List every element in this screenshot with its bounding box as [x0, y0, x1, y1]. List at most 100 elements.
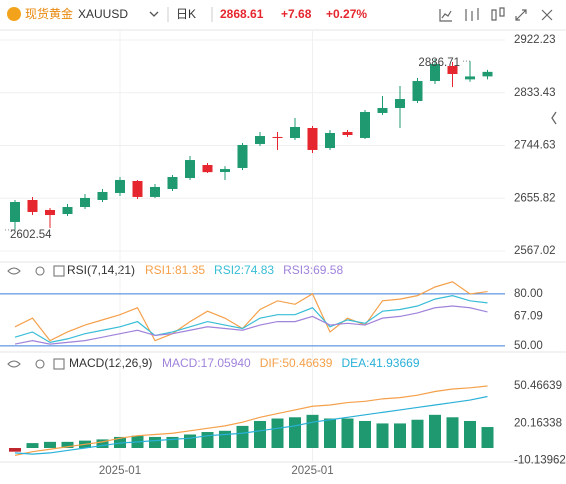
candle-body: [10, 202, 20, 222]
x-tick-label: 2025-01: [99, 465, 141, 477]
macd-bar: [359, 420, 371, 448]
macd-bar: [481, 427, 494, 448]
macd-bar: [114, 436, 126, 448]
candle-body: [185, 160, 195, 179]
candle-body: [27, 199, 38, 212]
macd-bar: [306, 414, 319, 448]
macd-title: MACD(12,26,9): [69, 356, 152, 370]
legend-entry: DIF:50.46639: [260, 356, 333, 370]
dropdown-chevron[interactable]: [149, 11, 159, 17]
macd-bar: [464, 420, 476, 448]
candle-type-button[interactable]: [491, 7, 505, 21]
visibility-toggle[interactable]: [7, 360, 21, 368]
y-tick-label: 2922.23: [514, 34, 556, 46]
macd-line: [14, 395, 488, 455]
macd-bar: [271, 418, 284, 448]
period[interactable]: 日K: [176, 7, 196, 21]
candle-body: [255, 136, 265, 144]
candle-body: [150, 186, 160, 197]
select-checkbox[interactable]: [53, 358, 65, 370]
candle-body: [220, 169, 230, 173]
rsi-line: [14, 281, 488, 342]
rsi-title: RSI(7,14,21): [67, 263, 135, 277]
macd-bar: [26, 443, 39, 448]
symbol-code[interactable]: XAUUSD: [78, 7, 128, 21]
price-change-pct: +0.27%: [326, 7, 367, 21]
settings-button[interactable]: [35, 266, 45, 276]
macd-bar: [9, 447, 21, 452]
macd-bar: [376, 423, 389, 448]
y-tick-label: 2833.43: [514, 87, 556, 99]
candle-body: [430, 64, 440, 82]
macd-bar: [446, 417, 459, 448]
candle-body: [465, 76, 475, 80]
macd-bar: [341, 418, 354, 448]
candle-body: [167, 177, 178, 190]
candle-body: [132, 180, 143, 197]
candle-body: [447, 65, 458, 75]
macd-bar: [236, 425, 249, 448]
macd-bar: [44, 441, 56, 448]
y-tick-label: 20.16338: [514, 417, 562, 429]
y-tick-label: 2655.82: [514, 192, 556, 204]
candle-body: [237, 144, 248, 168]
y-tick-label: -10.13962: [514, 454, 566, 466]
candle-body: [272, 136, 283, 138]
candle-body: [62, 206, 73, 215]
symbol-name[interactable]: 现货黄金: [25, 6, 73, 21]
legend-entry: RSI3:69.58: [283, 263, 343, 277]
legend-entry: MACD:17.05940: [162, 356, 251, 370]
macd-bar: [324, 418, 336, 448]
candle-body: [202, 165, 213, 173]
candle-body: [325, 132, 335, 149]
candle-body: [290, 126, 300, 138]
y-tick-label: 67.09: [514, 310, 543, 322]
macd-bar: [411, 419, 424, 448]
price-change: +7.68: [281, 7, 312, 21]
macd-bar: [219, 430, 231, 448]
candle-body: [395, 99, 405, 108]
candle-body: [97, 191, 108, 200]
macd-bar: [184, 434, 196, 448]
macd-bar: [289, 417, 301, 448]
y-tick-label: 50.00: [514, 340, 543, 352]
candle-body: [115, 179, 125, 193]
macd-bar: [149, 436, 161, 448]
candle-body: [412, 81, 423, 101]
fullscreen-button[interactable]: [515, 9, 527, 21]
candle-body: [80, 197, 90, 207]
settings-button[interactable]: [35, 359, 45, 369]
candle-body: [377, 107, 388, 113]
toolbar: 现货黄金 XAUUSD 日K 2868.61 +7.68 +0.27%: [0, 6, 566, 31]
indicator-button[interactable]: [465, 8, 479, 21]
legend-entry: RSI1:81.35: [145, 263, 205, 277]
collapse-arrow[interactable]: [551, 111, 557, 125]
legend-entry: RSI2:74.83: [214, 263, 274, 277]
rsi-panel-icons: [7, 265, 65, 370]
macd-bar: [254, 420, 266, 448]
candle-body: [307, 128, 318, 150]
draw-tool-button[interactable]: [439, 9, 452, 22]
macd-bar: [429, 414, 441, 448]
candle-body: [360, 112, 370, 138]
annotation: 2602.54: [10, 229, 52, 241]
rsi-line: [14, 295, 488, 343]
select-checkbox[interactable]: [53, 265, 65, 277]
macd-bar: [394, 423, 406, 448]
y-tick-label: 50.46639: [514, 380, 562, 392]
macd-line: [14, 385, 488, 456]
close-button[interactable]: [541, 9, 553, 21]
y-tick-label: 2744.63: [514, 140, 556, 152]
macd-bar: [201, 432, 214, 448]
visibility-toggle[interactable]: [7, 267, 21, 275]
macd-bar: [61, 441, 74, 448]
rsi-line: [14, 305, 488, 345]
macd-bar: [166, 436, 179, 448]
candle-body: [482, 71, 493, 77]
y-tick-label: 2567.02: [514, 245, 556, 257]
candle-body: [342, 131, 353, 136]
candle-body: [45, 209, 55, 216]
annotation: 2886.71: [418, 57, 460, 69]
